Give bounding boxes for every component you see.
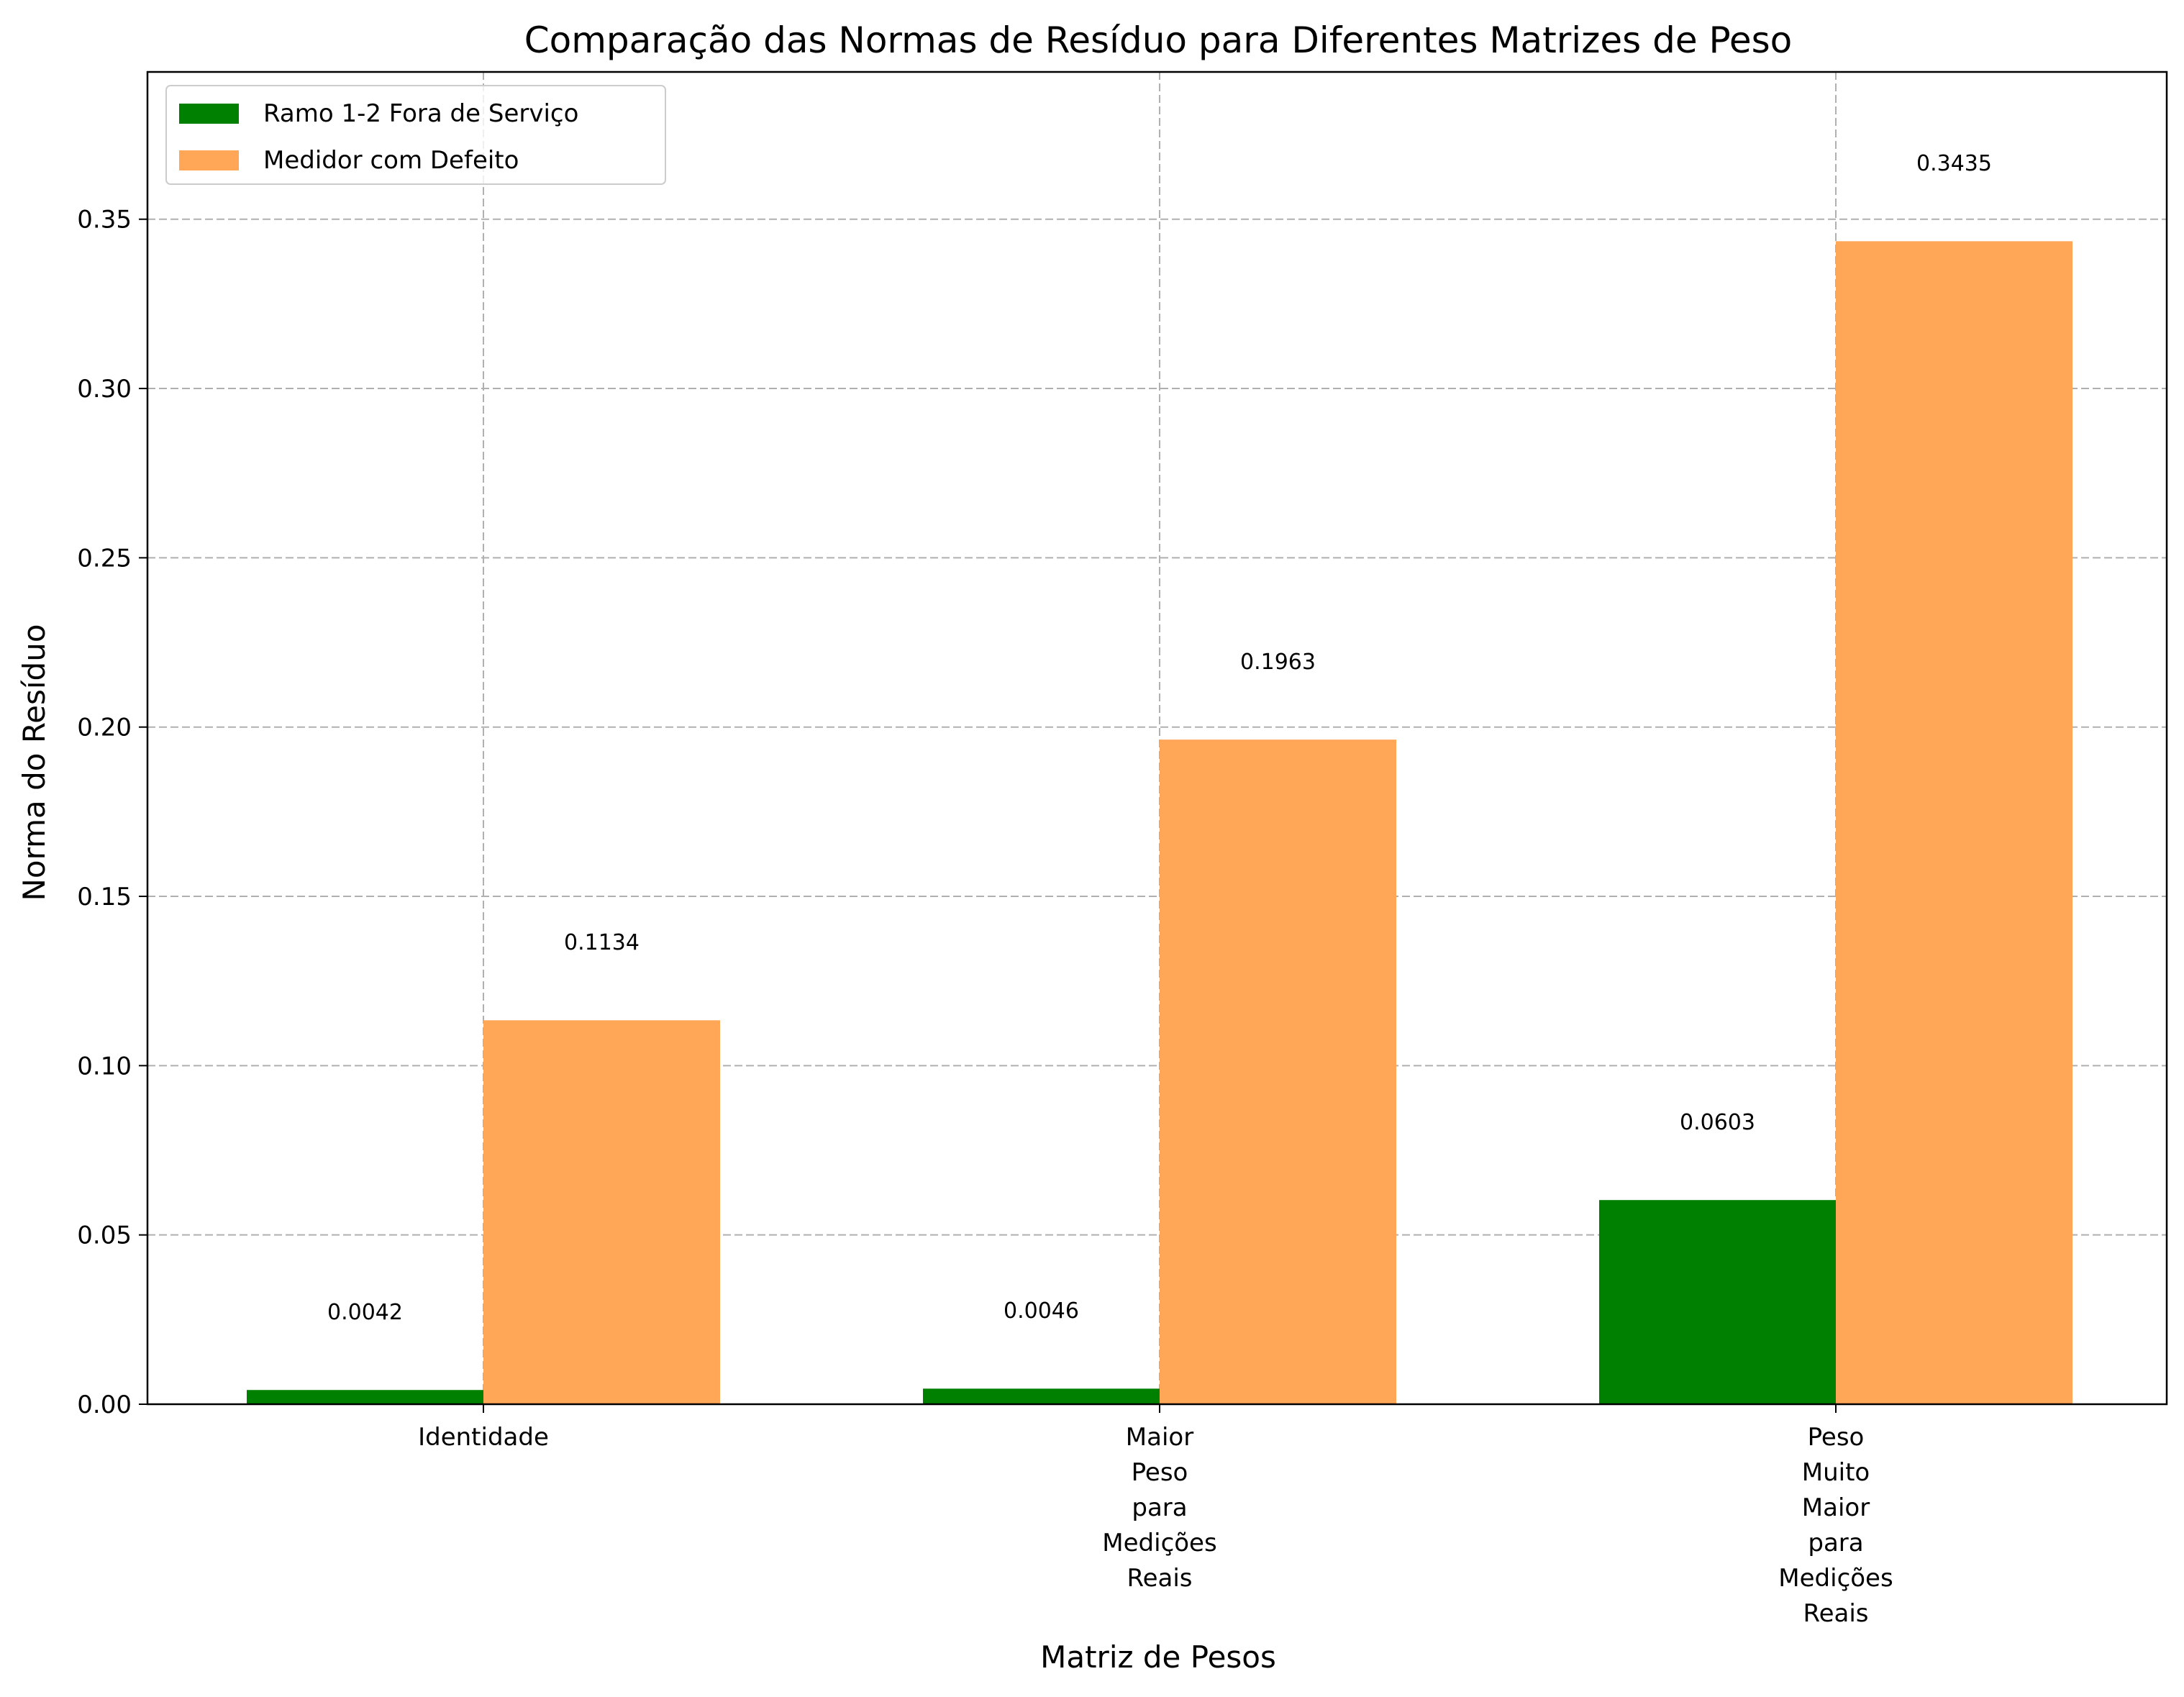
y-tick-label: 0.05: [77, 1221, 132, 1250]
legend-box: [165, 85, 666, 185]
plot-frame: [146, 70, 2168, 1406]
legend-swatch: [179, 150, 239, 170]
y-tick-label: 0.35: [77, 206, 132, 235]
data-label: 0.0046: [1004, 1298, 1079, 1324]
bars: [247, 241, 2072, 1405]
y-axis-label: Norma do Resíduo: [17, 624, 52, 901]
bar: [247, 1390, 483, 1404]
data-label: 0.3435: [1916, 151, 1992, 176]
data-label: 0.0603: [1680, 1110, 1755, 1135]
data-label: 0.1134: [564, 930, 640, 955]
legend-swatch: [179, 104, 239, 124]
x-tick-label: Peso Muito Maior para Medições Reais: [1778, 1423, 1893, 1628]
data-label: 0.1963: [1240, 650, 1316, 675]
y-tick-label: 0.15: [77, 883, 132, 911]
bar: [1160, 740, 1396, 1404]
data-labels: 0.0042 0.0046 0.0603 0.1134 0.1963 0.3435: [327, 151, 1992, 1325]
y-axis-ticks: 0.00 0.05 0.10 0.15 0.20 0.25 0.30 0.35: [77, 206, 147, 1419]
bar: [1599, 1200, 1836, 1404]
y-tick-label: 0.20: [77, 714, 132, 742]
y-tick-label: 0.25: [77, 544, 132, 573]
chart-title: Comparação das Normas de Resíduo para Di…: [524, 19, 1793, 61]
x-axis-ticks: Identidade Maior Peso para Medições Reais Peso…: [418, 1404, 1893, 1628]
bar: [483, 1020, 720, 1404]
x-axis-label: Matriz de Pesos: [1040, 1639, 1276, 1675]
bar: [923, 1388, 1160, 1404]
x-tick-label: Identidade: [418, 1423, 549, 1452]
y-tick-label: 0.00: [77, 1391, 132, 1419]
legend-label: Medidor com Defeito: [263, 146, 519, 175]
legend-label: Ramo 1-2 Fora de Serviço: [263, 99, 578, 128]
x-tick-label: Maior Peso para Medições Reais: [1102, 1423, 1216, 1593]
y-tick-label: 0.30: [77, 375, 132, 404]
bar: [1836, 241, 2072, 1405]
data-label: 0.0042: [327, 1300, 403, 1325]
legend: Ramo 1-2 Fora de Serviço Medidor com Defe…: [165, 85, 666, 185]
y-tick-label: 0.10: [77, 1052, 132, 1080]
